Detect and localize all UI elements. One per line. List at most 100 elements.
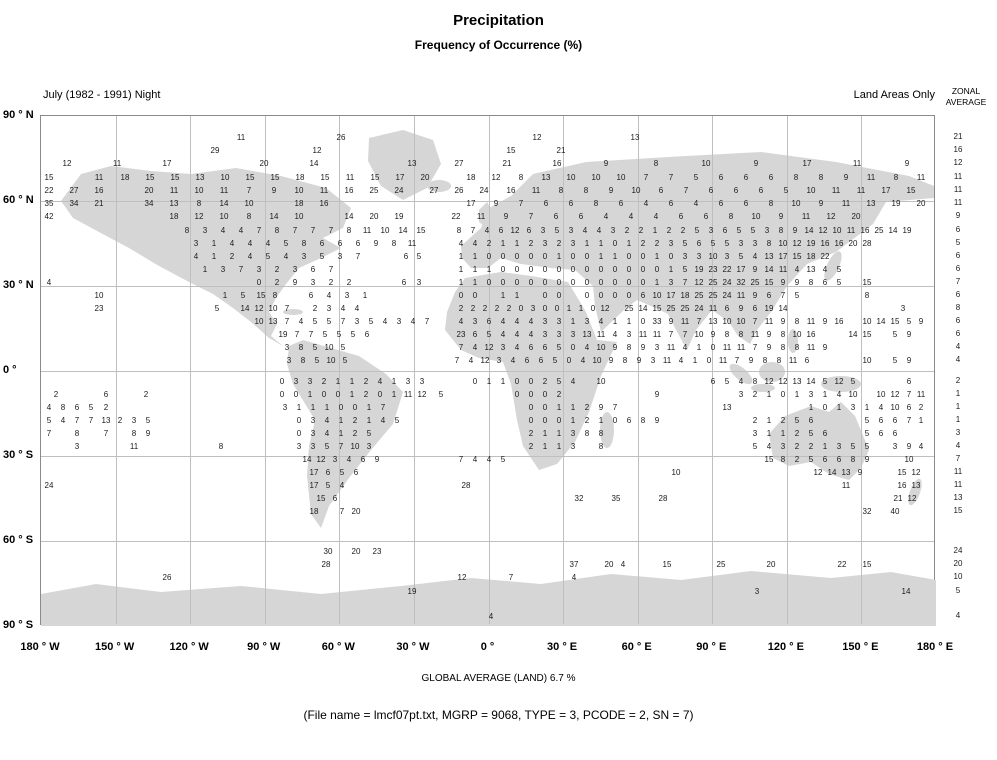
grid-value: 3 bbox=[310, 442, 316, 451]
grid-value: 13 bbox=[911, 481, 921, 490]
zonal-value: 11 bbox=[953, 480, 963, 489]
grid-value: 9 bbox=[904, 159, 910, 168]
borneo-shape bbox=[759, 362, 785, 382]
grid-value: 0 bbox=[706, 356, 712, 365]
grid-value: 11 bbox=[345, 173, 355, 182]
grid-value: 25 bbox=[716, 560, 726, 569]
grid-value: 4 bbox=[582, 226, 588, 235]
grid-value: 0 bbox=[528, 278, 534, 287]
grid-line-lon bbox=[265, 116, 266, 624]
cuba-shape bbox=[283, 309, 303, 315]
grid-value: 11 bbox=[718, 356, 728, 365]
grid-value: 4 bbox=[484, 226, 490, 235]
grid-value: 1 bbox=[808, 403, 814, 412]
grid-value: 7 bbox=[424, 317, 430, 326]
zonal-value: 15 bbox=[953, 506, 963, 515]
grid-value: 15 bbox=[256, 291, 266, 300]
grid-value: 14 bbox=[344, 212, 354, 221]
grid-value: 1 bbox=[202, 265, 208, 274]
grid-value: 1 bbox=[566, 304, 572, 313]
grid-value: 4 bbox=[571, 573, 577, 582]
grid-value: 8 bbox=[640, 416, 646, 425]
grid-value: 0 bbox=[338, 403, 344, 412]
grid-value: 0 bbox=[570, 265, 576, 274]
grid-value: 10 bbox=[862, 317, 872, 326]
grid-value: 1 bbox=[612, 317, 618, 326]
grid-value: 25 bbox=[369, 186, 379, 195]
grid-value: 6 bbox=[308, 291, 314, 300]
grid-value: 7 bbox=[752, 317, 758, 326]
grid-value: 8 bbox=[391, 239, 397, 248]
grid-value: 12 bbox=[417, 390, 427, 399]
grid-value: 1 bbox=[542, 442, 548, 451]
grid-value: 4 bbox=[340, 304, 346, 313]
grid-value: 10 bbox=[694, 330, 704, 339]
grid-value: 20 bbox=[916, 199, 926, 208]
grid-value: 2 bbox=[328, 278, 334, 287]
period-label: July (1982 - 1991) Night bbox=[43, 89, 161, 101]
grid-value: 1 bbox=[458, 265, 464, 274]
grid-value: 0 bbox=[640, 265, 646, 274]
grid-value: 3 bbox=[296, 442, 302, 451]
grid-value: 6 bbox=[618, 199, 624, 208]
grid-value: 18 bbox=[120, 173, 130, 182]
grid-value: 10 bbox=[631, 186, 641, 195]
grid-value: 3 bbox=[286, 356, 292, 365]
grid-value: 11 bbox=[362, 226, 372, 235]
grid-value: 1 bbox=[222, 291, 228, 300]
grid-value: 8 bbox=[738, 330, 744, 339]
grid-value: 3 bbox=[326, 304, 332, 313]
grid-value: 0 bbox=[528, 377, 534, 386]
grid-value: 11 bbox=[708, 304, 718, 313]
grid-line-lon bbox=[489, 116, 490, 624]
grid-value: 6 bbox=[319, 239, 325, 248]
grid-value: 1 bbox=[584, 239, 590, 248]
grid-value: 0 bbox=[640, 252, 646, 261]
grid-value: 6 bbox=[768, 173, 774, 182]
grid-value: 1 bbox=[500, 291, 506, 300]
grid-value: 15 bbox=[792, 252, 802, 261]
grid-value: 2 bbox=[780, 416, 786, 425]
grid-value: 28 bbox=[321, 560, 331, 569]
grid-value: 7 bbox=[734, 356, 740, 365]
grid-value: 1 bbox=[652, 226, 658, 235]
grid-value: 9 bbox=[654, 390, 660, 399]
grid-value: 10 bbox=[652, 291, 662, 300]
grid-value: 3 bbox=[808, 390, 814, 399]
grid-value: 10 bbox=[591, 173, 601, 182]
grid-value: 11 bbox=[841, 199, 851, 208]
grid-value: 3 bbox=[892, 442, 898, 451]
grid-value: 0 bbox=[528, 403, 534, 412]
zonal-average-header-line2: AVERAGE bbox=[945, 97, 987, 107]
grid-value: 8 bbox=[778, 226, 784, 235]
grid-value: 21 bbox=[893, 494, 903, 503]
grid-value: 10 bbox=[722, 317, 732, 326]
grid-value: 3 bbox=[568, 226, 574, 235]
grid-value: 1 bbox=[556, 429, 562, 438]
grid-value: 0 bbox=[542, 304, 548, 313]
grid-value: 8 bbox=[780, 330, 786, 339]
grid-value: 3 bbox=[900, 304, 906, 313]
grid-value: 12 bbox=[907, 494, 917, 503]
lat-axis-label: 30 ° N bbox=[3, 279, 34, 291]
grid-value: 5 bbox=[339, 468, 345, 477]
grid-value: 3 bbox=[738, 239, 744, 248]
grid-value: 0 bbox=[256, 278, 262, 287]
grid-value: 7 bbox=[74, 416, 80, 425]
grid-value: 0 bbox=[542, 390, 548, 399]
grid-value: 35 bbox=[44, 199, 54, 208]
new-guinea-shape bbox=[821, 376, 861, 392]
grid-value: 5 bbox=[864, 416, 870, 425]
grid-value: 2 bbox=[312, 304, 318, 313]
zonal-value: 24 bbox=[953, 546, 963, 555]
grid-value: 6 bbox=[733, 186, 739, 195]
grid-value: 0 bbox=[458, 291, 464, 300]
grid-value: 15 bbox=[170, 173, 180, 182]
grid-value: 0 bbox=[542, 416, 548, 425]
zonal-value: 6 bbox=[955, 264, 961, 273]
grid-value: 0 bbox=[500, 252, 506, 261]
grid-value: 1 bbox=[391, 390, 397, 399]
grid-value: 6 bbox=[892, 416, 898, 425]
grid-value: 4 bbox=[298, 317, 304, 326]
grid-value: 4 bbox=[339, 481, 345, 490]
